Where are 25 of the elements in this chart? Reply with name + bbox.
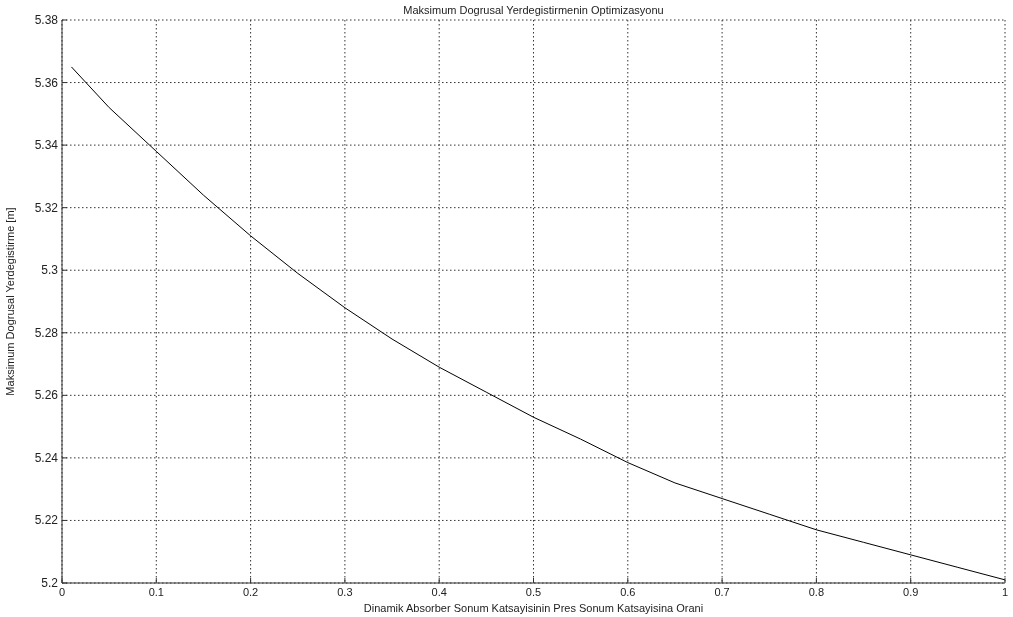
x-axis-title: Dinamik Absorber Sonum Katsayisinin Pres Sonum Katsayisina Orani bbox=[363, 602, 704, 614]
x-tick-label: 0.7 bbox=[714, 586, 730, 598]
x-tick-label: 0.1 bbox=[148, 586, 164, 598]
y-tick-label: 5.38 bbox=[34, 13, 59, 27]
y-tick-label: 5.2 bbox=[41, 576, 59, 590]
x-tick-label: 0.8 bbox=[808, 586, 825, 598]
y-tick-label: 5.34 bbox=[34, 138, 59, 153]
x-tick-label: 0.4 bbox=[431, 586, 447, 598]
y-tick-label: 5.36 bbox=[34, 75, 59, 90]
y-tick-label: 5.28 bbox=[34, 325, 59, 340]
x-tick-label: 0.5 bbox=[525, 586, 542, 598]
x-tick-label: 1 bbox=[1001, 586, 1009, 598]
y-tick-label: 5.3 bbox=[41, 263, 59, 278]
y-axis-title: Maksimum Dogrusal Yerdegistirme [m] bbox=[4, 207, 16, 396]
y-tick-label: 5.32 bbox=[34, 200, 59, 215]
x-tick-label: 0.3 bbox=[337, 586, 353, 598]
line-series bbox=[70, 66, 1006, 581]
y-tick-label: 5.26 bbox=[34, 388, 59, 403]
y-tick-label: 5.24 bbox=[34, 450, 59, 465]
x-tick-label: 0.6 bbox=[620, 586, 636, 598]
x-tick-label: 0 bbox=[58, 586, 66, 598]
x-tick-label: 0.2 bbox=[242, 586, 259, 598]
x-tick-label: 0.9 bbox=[903, 586, 919, 598]
chart-title: Maksimum Dogrusal Yerdegistirmenin Optimizasyonu bbox=[403, 4, 664, 16]
y-tick-label: 5.22 bbox=[34, 513, 59, 528]
